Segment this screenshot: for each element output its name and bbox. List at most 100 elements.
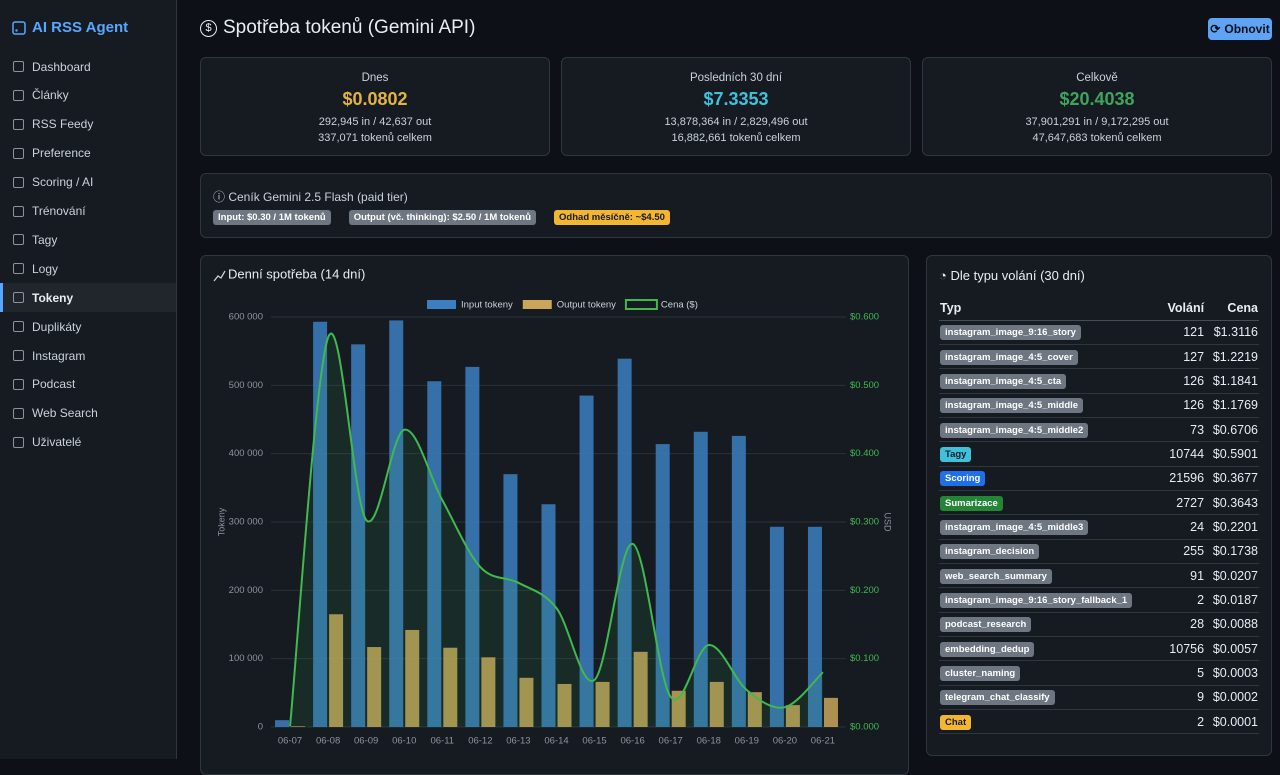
cost-cell: $0.0002: [1205, 685, 1259, 711]
y-tick-label: 300 000: [229, 517, 263, 528]
refresh-label: Obnovit: [1224, 22, 1270, 36]
nav-item[interactable]: Instagram: [0, 341, 176, 370]
bar: [579, 395, 594, 727]
nav-item[interactable]: Tagy: [0, 225, 176, 254]
pricing-panel: ⓘ Ceník Gemini 2.5 Flash (paid tier) Inp…: [200, 173, 1272, 238]
pricing-title-text: Ceník Gemini 2.5 Flash (paid tier): [228, 190, 408, 204]
cost-cell: $1.2219: [1205, 344, 1259, 370]
nav-icon: [13, 321, 24, 333]
cost-cell: $0.0088: [1205, 612, 1259, 637]
type-badge: instagram_image_4:5_cover: [940, 349, 1078, 365]
bar: [541, 504, 556, 727]
type-cell: instagram_decision: [939, 539, 1161, 564]
type-badge: telegram_chat_classify: [940, 690, 1055, 706]
nav-item[interactable]: Uživatelé: [0, 428, 176, 457]
bar: [633, 651, 648, 727]
x-tick-label: 06-11: [431, 736, 455, 747]
pricing-badge: Output (vč. thinking): $2.50 / 1M tokenů: [348, 210, 537, 225]
table-row: instagram_image_4:5_cta 126 $1.1841: [939, 368, 1259, 394]
table-panel: ◔ Dle typu volání (30 dní) Typ Volání Cena…: [926, 255, 1272, 756]
type-table: Typ Volání Cena instagram_image_9:16_story 1…: [939, 296, 1259, 735]
calls-cell: 126: [1160, 393, 1206, 418]
summary-card: Dnes $0.0802 292,945 in / 42,637 out 337,07…: [200, 57, 550, 156]
table-row: Sumarizace 2727 $0.3643: [939, 490, 1259, 516]
table-row: Chat 2 $0.0001: [939, 709, 1259, 735]
type-badge: web_search_summary: [940, 568, 1052, 584]
cost-cell: $0.0001: [1205, 709, 1259, 735]
type-cell: Sumarizace: [939, 490, 1161, 516]
nav-icon: [13, 61, 24, 72]
bar: [693, 431, 708, 727]
nav-icon: [13, 118, 24, 130]
y2-tick-label: $0.000: [850, 722, 879, 733]
nav-item[interactable]: Logy: [0, 254, 176, 283]
nav-item[interactable]: Preference: [0, 139, 176, 168]
type-badge: cluster_naming: [940, 665, 1021, 681]
nav-icon: [13, 292, 24, 304]
cost-line: [289, 332, 824, 727]
nav-item[interactable]: RSS Feedy: [0, 110, 176, 139]
calls-cell: 10744: [1160, 441, 1206, 467]
legend-swatch: [624, 299, 658, 310]
x-tick-label: 06-21: [811, 736, 835, 747]
type-cell: Tagy: [939, 441, 1161, 467]
y-tick-label: 0: [258, 722, 263, 733]
column-header: Cena: [1205, 296, 1259, 321]
x-tick-label: 06-17: [659, 736, 683, 747]
type-cell: instagram_image_4:5_middle: [939, 393, 1161, 418]
nav-item[interactable]: Dashboard: [0, 52, 176, 81]
y2-tick-label: $0.300: [850, 517, 879, 528]
bar: [731, 435, 746, 727]
column-header: Volání: [1160, 296, 1206, 321]
nav-label: RSS Feedy: [32, 117, 94, 132]
table-row: instagram_image_9:16_story 121 $1.3116: [939, 320, 1259, 345]
type-badge: Sumarizace: [940, 495, 1003, 511]
y2-axis-label: USD: [883, 512, 893, 532]
bar: [709, 681, 724, 727]
type-cell: instagram_image_9:16_story: [939, 320, 1161, 345]
type-cell: Scoring: [939, 466, 1161, 491]
nav-item[interactable]: Scoring / AI: [0, 168, 176, 197]
type-cell: instagram_image_4:5_middle3: [939, 514, 1161, 540]
cost-cell: $0.1738: [1205, 539, 1259, 564]
table-row: Tagy 10744 $0.5901: [939, 441, 1259, 467]
type-badge: instagram_image_4:5_middle: [940, 398, 1084, 414]
card-label: Celkově: [1076, 72, 1118, 84]
table-row: instagram_image_9:16_story_fallback_1 2 $0…: [939, 587, 1259, 613]
table-row: instagram_image_4:5_middle2 73 $0.6706: [939, 417, 1259, 443]
calls-cell: 126: [1160, 368, 1206, 394]
legend-swatch: [427, 300, 456, 309]
cost-cell: $0.5901: [1205, 441, 1259, 467]
nav-item[interactable]: Tokeny: [0, 283, 176, 313]
type-cell: instagram_image_4:5_cover: [939, 344, 1161, 370]
brand[interactable]: AI RSS Agent: [12, 19, 128, 36]
bar: [443, 647, 458, 727]
type-badge: Tagy: [940, 446, 972, 462]
table-row: web_search_summary 91 $0.0207: [939, 563, 1259, 589]
chart-title-icon: [213, 270, 226, 282]
calls-cell: 24: [1160, 514, 1206, 540]
nav-item[interactable]: Články: [0, 81, 176, 110]
refresh-button[interactable]: ⟳ Obnovit: [1208, 18, 1272, 40]
x-tick-label: 06-16: [620, 736, 644, 747]
nav-icon: [13, 205, 24, 217]
chart: Denní spotřeba (14 dní) 0 100 000 200 000 3…: [213, 266, 893, 747]
y-tick-label: 200 000: [229, 585, 263, 596]
refresh-icon: ⟳: [1210, 22, 1221, 36]
nav-label: Podcast: [32, 377, 76, 392]
nav-item[interactable]: Duplikáty: [0, 312, 176, 341]
nav-icon: [13, 407, 24, 419]
table-row: Scoring 21596 $0.3677: [939, 466, 1259, 491]
type-cell: instagram_image_4:5_middle2: [939, 417, 1161, 443]
nav-item[interactable]: Web Search: [0, 399, 176, 428]
cost-cell: $1.1841: [1205, 368, 1259, 394]
card-total: 47,647,683 tokenů celkem: [1032, 132, 1162, 144]
nav-icon: [13, 378, 24, 390]
card-total: 337,071 tokenů celkem: [318, 132, 432, 144]
x-tick-label: 06-15: [582, 736, 606, 747]
nav-item[interactable]: Podcast: [0, 370, 176, 399]
summary-card: Posledních 30 dní $7.3353 13,878,364 in / …: [561, 57, 911, 156]
card-value: $7.3353: [703, 89, 769, 109]
bar: [785, 705, 800, 727]
nav-item[interactable]: Trénování: [0, 197, 176, 226]
